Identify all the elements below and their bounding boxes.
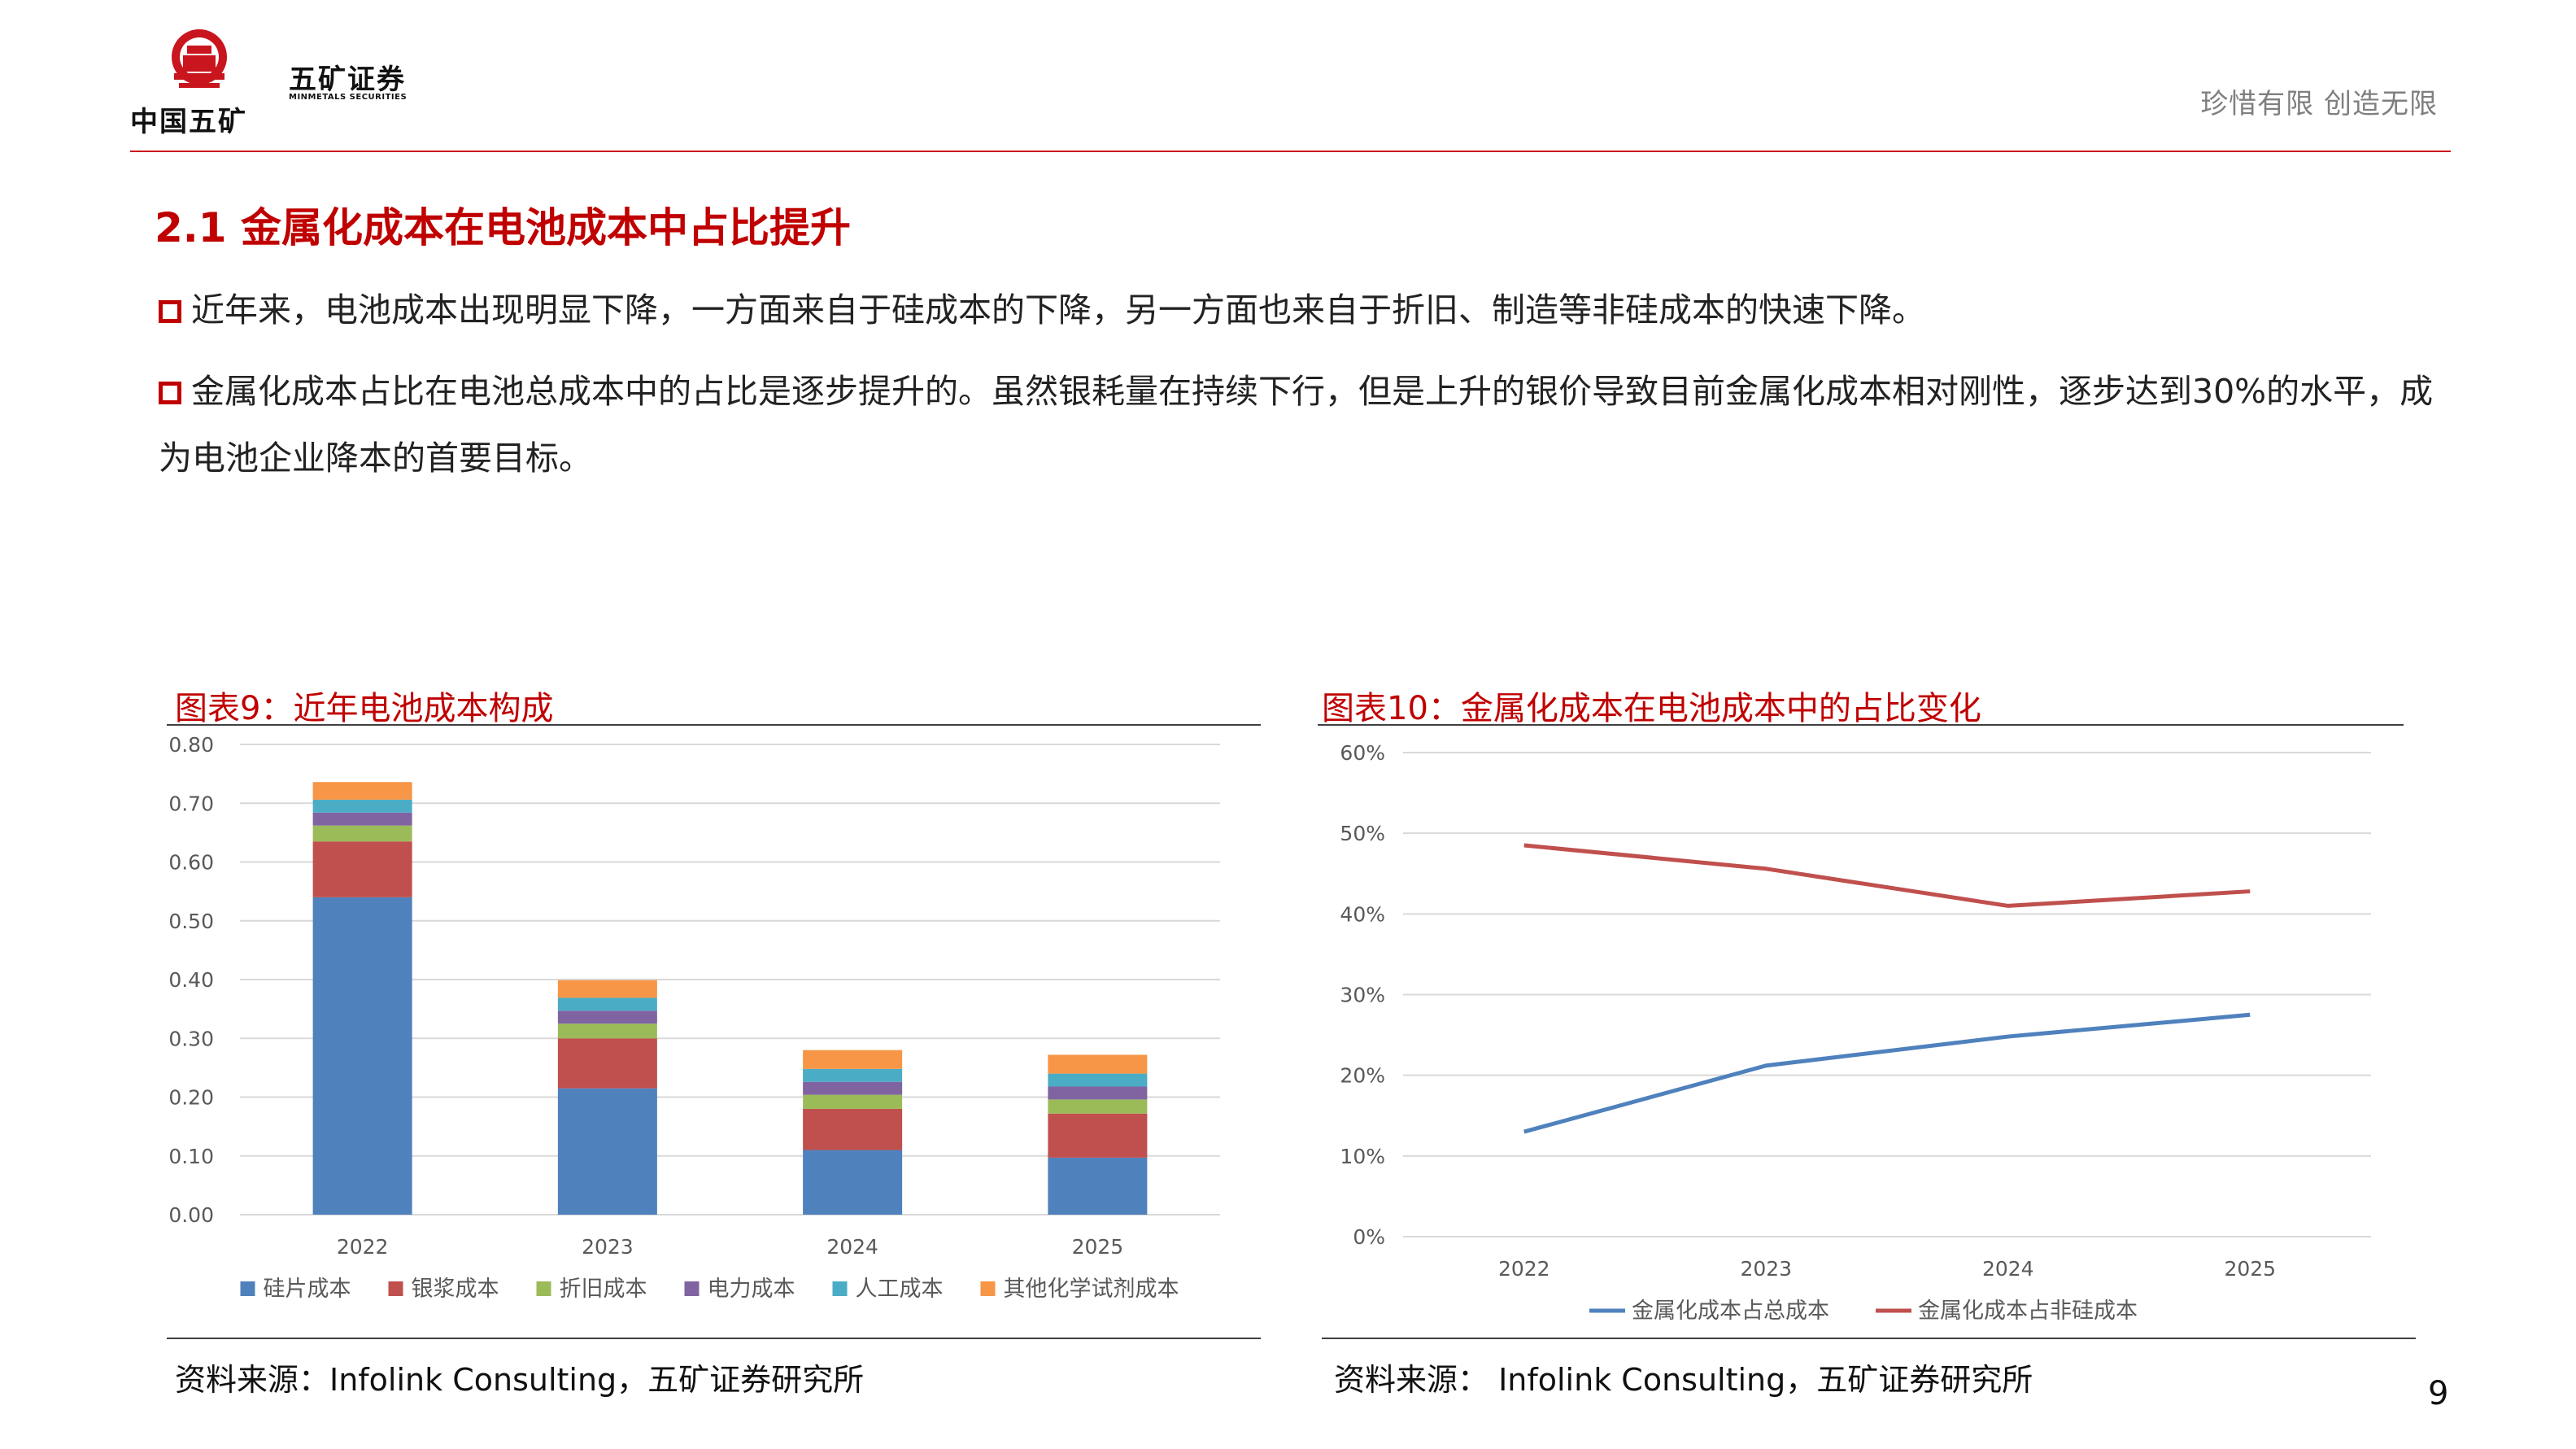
legend-swatch [980, 1281, 996, 1296]
y-tick-label: 0.70 [168, 792, 214, 815]
figure-right-bottom-rule [1322, 1338, 2416, 1339]
x-tick-label: 2025 [1072, 1235, 1124, 1259]
bullet-1-text: 近年来，电池成本出现明显下降，一方面来自于硅成本的下降，另一方面也来自于折旧、制… [191, 290, 1925, 330]
x-tick-label: 2022 [1498, 1257, 1550, 1281]
bar-segment [312, 782, 412, 800]
y-tick-label: 0.50 [168, 910, 214, 933]
bar-segment [557, 980, 657, 998]
x-tick-label: 2022 [337, 1235, 389, 1259]
bullet-box-icon [159, 300, 181, 323]
bar-segment [312, 841, 412, 897]
legend-swatch [240, 1281, 255, 1296]
y-tick-label: 0.30 [168, 1027, 214, 1050]
bar-segment [312, 825, 412, 842]
y-tick-label: 50% [1340, 822, 1385, 845]
line-chart: 0% 10% 20% 30% 40% 50% 60% 2022 2023 2024 2025 金属化成… [1340, 741, 2371, 1324]
figure-left-bottom-rule [167, 1338, 1261, 1339]
x-tick-label: 2025 [2224, 1257, 2276, 1281]
bar-segment [803, 1150, 903, 1215]
y-tick-label: 10% [1340, 1145, 1385, 1168]
legend-label: 电力成本 [708, 1277, 795, 1302]
bar-segment [557, 997, 657, 1011]
bar-segment [803, 1068, 903, 1082]
bar-segment [1048, 1099, 1148, 1114]
bar-segment [803, 1050, 903, 1069]
series-line [1523, 1012, 2251, 1134]
legend-label: 折旧成本 [560, 1277, 647, 1302]
bullet-1: 近年来，电池成本出现明显下降，一方面来自于硅成本的下降，另一方面也来自于折旧、制… [159, 277, 2452, 343]
bar-segment [1048, 1086, 1148, 1100]
figure-left-top-rule [167, 724, 1261, 726]
bar-segment [803, 1081, 903, 1095]
legend-swatch [832, 1281, 848, 1296]
y-tick-label: 0.10 [168, 1145, 214, 1168]
bar-segment [557, 1088, 657, 1215]
x-tick-label: 2023 [582, 1235, 634, 1259]
bullet-2: 金属化成本占比在电池总成本中的占比是逐步提升的。虽然银耗量在持续下行，但是上升的… [159, 358, 2452, 491]
bar-segment [803, 1094, 903, 1109]
figure-left-title: 图表9：近年电池成本构成 [175, 690, 554, 727]
legend-label: 金属化成本占非硅成本 [1918, 1298, 2138, 1324]
bar-segment [557, 1023, 657, 1039]
legend-swatch [684, 1281, 700, 1296]
stacked-bar-chart: 0.00 0.10 0.20 0.30 0.40 0.50 0.60 0.70 0.80 2022… [168, 733, 1220, 1302]
legend-label: 硅片成本 [264, 1277, 351, 1302]
figure-right-top-rule [1318, 724, 2404, 726]
legend-label: 人工成本 [856, 1277, 944, 1302]
bar-segment [1048, 1054, 1148, 1074]
logo-company-cn: 五矿证券 [289, 63, 406, 96]
y-tick-label: 30% [1340, 984, 1385, 1007]
legend-swatch [388, 1281, 403, 1296]
bar-segment [312, 812, 412, 826]
bar-segment [557, 1010, 657, 1024]
bar-segment [1048, 1157, 1148, 1215]
figure-left-source: 资料来源：Infolink Consulting，五矿证券研究所 [175, 1362, 865, 1398]
legend-label: 其他化学试剂成本 [1004, 1277, 1179, 1302]
logo-company-en: MINMETALS SECURITIES [289, 93, 408, 102]
y-tick-label: 0.40 [168, 968, 214, 992]
bullet-box-icon [159, 382, 181, 404]
bar-segment [557, 1038, 657, 1089]
company-logo: 中国五矿 五矿证券 MINMETALS SECURITIES [122, 24, 447, 138]
y-tick-label: 60% [1340, 741, 1385, 765]
bar-segment [312, 897, 412, 1215]
minmetals-emblem-icon [172, 29, 227, 88]
page-number: 9 [2428, 1375, 2449, 1412]
y-tick-label: 0.20 [168, 1086, 214, 1110]
bar-segment [803, 1108, 903, 1150]
x-tick-label: 2024 [1982, 1257, 2034, 1281]
slogan: 珍惜有限 创造无限 [2200, 88, 2438, 120]
header-divider [130, 151, 2451, 152]
bar-segment [312, 799, 412, 813]
y-tick-label: 0.60 [168, 851, 214, 875]
y-tick-label: 0.00 [168, 1203, 214, 1227]
bar-segment [1048, 1113, 1148, 1158]
y-tick-label: 0% [1353, 1225, 1385, 1249]
bullet-2-text: 金属化成本占比在电池总成本中的占比是逐步提升的。虽然银耗量在持续下行，但是上升的… [159, 372, 2434, 478]
x-tick-label: 2023 [1740, 1257, 1792, 1281]
legend-swatch [536, 1281, 551, 1296]
figure-right-title: 图表10：金属化成本在电池成本中的占比变化 [1322, 690, 1981, 727]
series-line [1523, 843, 2251, 908]
y-tick-label: 20% [1340, 1064, 1385, 1088]
legend-label: 金属化成本占总成本 [1632, 1298, 1829, 1324]
section-title: 2.1 金属化成本在电池成本中占比提升 [155, 204, 851, 251]
y-tick-label: 0.80 [168, 733, 214, 757]
figure-right-source: 资料来源： Infolink Consulting，五矿证券研究所 [1334, 1362, 2033, 1398]
bar-segment [1048, 1073, 1148, 1087]
legend-label: 银浆成本 [412, 1277, 499, 1302]
x-tick-label: 2024 [826, 1235, 878, 1259]
logo-group-name: 中国五矿 [130, 106, 247, 138]
y-tick-label: 40% [1340, 902, 1385, 926]
